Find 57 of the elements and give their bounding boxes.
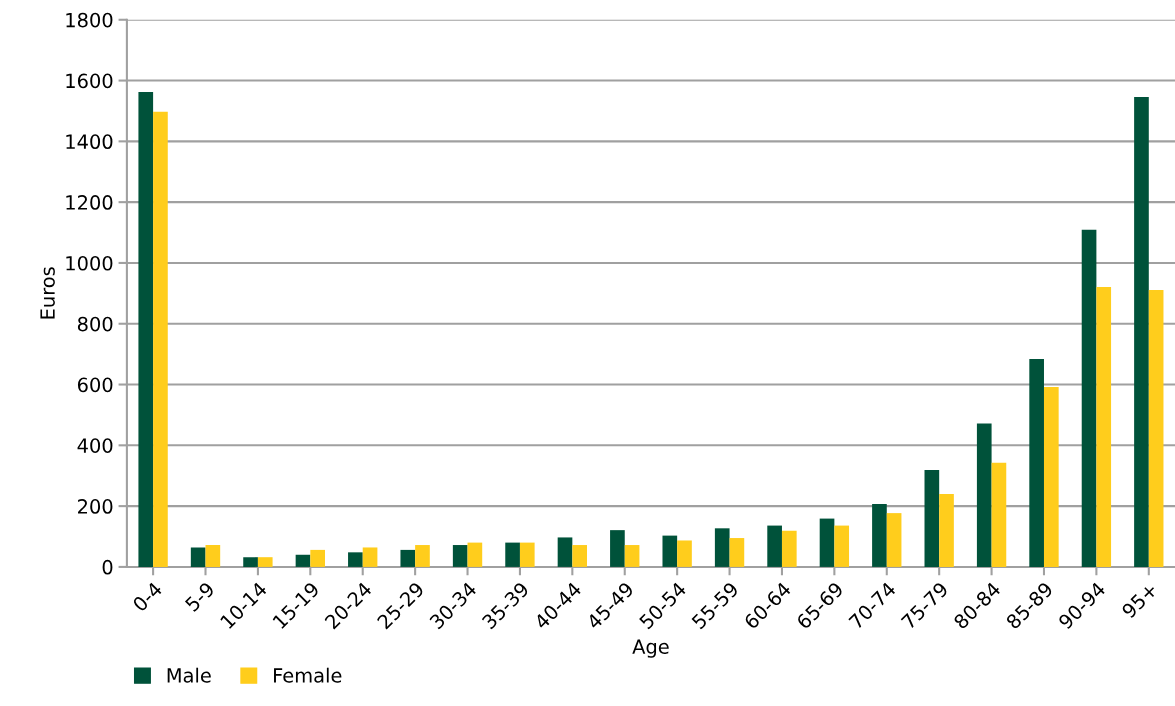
bar <box>781 530 797 567</box>
x-axis-title: Age <box>632 639 669 658</box>
y-tick-label: 0 <box>102 559 113 575</box>
x-tick-label: 5-9 <box>184 581 216 613</box>
y-tick-label: 400 <box>77 438 113 453</box>
legend-label: Male <box>167 667 211 683</box>
bar <box>677 540 692 567</box>
bar <box>624 545 640 567</box>
bar <box>834 525 850 567</box>
bar <box>257 557 273 567</box>
y-tick-label: 800 <box>77 316 113 332</box>
bar <box>572 545 588 567</box>
bar <box>924 469 940 567</box>
bar <box>729 538 745 567</box>
bar <box>467 542 483 567</box>
bar <box>1148 290 1164 567</box>
bar <box>1029 359 1044 567</box>
bar <box>872 504 887 567</box>
bar <box>1096 286 1112 567</box>
legend-label: Female <box>274 667 342 683</box>
bar <box>348 552 363 567</box>
bar <box>190 547 206 567</box>
bar <box>153 111 168 567</box>
bar <box>138 92 154 567</box>
y-tick-label: 200 <box>78 499 113 514</box>
bar <box>767 525 782 567</box>
bar <box>519 542 535 567</box>
y-tick-label: 600 <box>77 377 113 393</box>
bar <box>976 423 992 567</box>
y-tick-label: 1400 <box>66 134 113 150</box>
x-tick-label: 95+ <box>1120 581 1158 619</box>
bar <box>939 493 954 567</box>
y-tick-label: 1600 <box>66 73 113 89</box>
y-axis-title: Euros <box>40 267 55 319</box>
bar <box>1043 386 1059 567</box>
bar <box>886 513 902 567</box>
bar <box>1134 96 1149 567</box>
bar <box>714 528 730 567</box>
bar <box>991 462 1007 567</box>
bar <box>610 530 625 567</box>
bar <box>400 549 416 567</box>
x-tick-label: 0-4 <box>131 581 163 613</box>
bar <box>310 549 325 567</box>
bar <box>557 537 573 567</box>
bar <box>415 545 430 567</box>
bar <box>362 547 378 567</box>
y-tick-label: 1000 <box>66 255 113 271</box>
bar <box>243 557 258 567</box>
bar <box>205 545 221 567</box>
bar <box>1081 229 1097 567</box>
bar <box>452 545 468 567</box>
bar <box>295 554 311 567</box>
y-tick-label: 1800 <box>66 12 113 28</box>
bar <box>819 518 835 567</box>
bar <box>662 535 678 567</box>
y-tick-label: 1200 <box>66 195 113 210</box>
bar <box>505 542 520 567</box>
